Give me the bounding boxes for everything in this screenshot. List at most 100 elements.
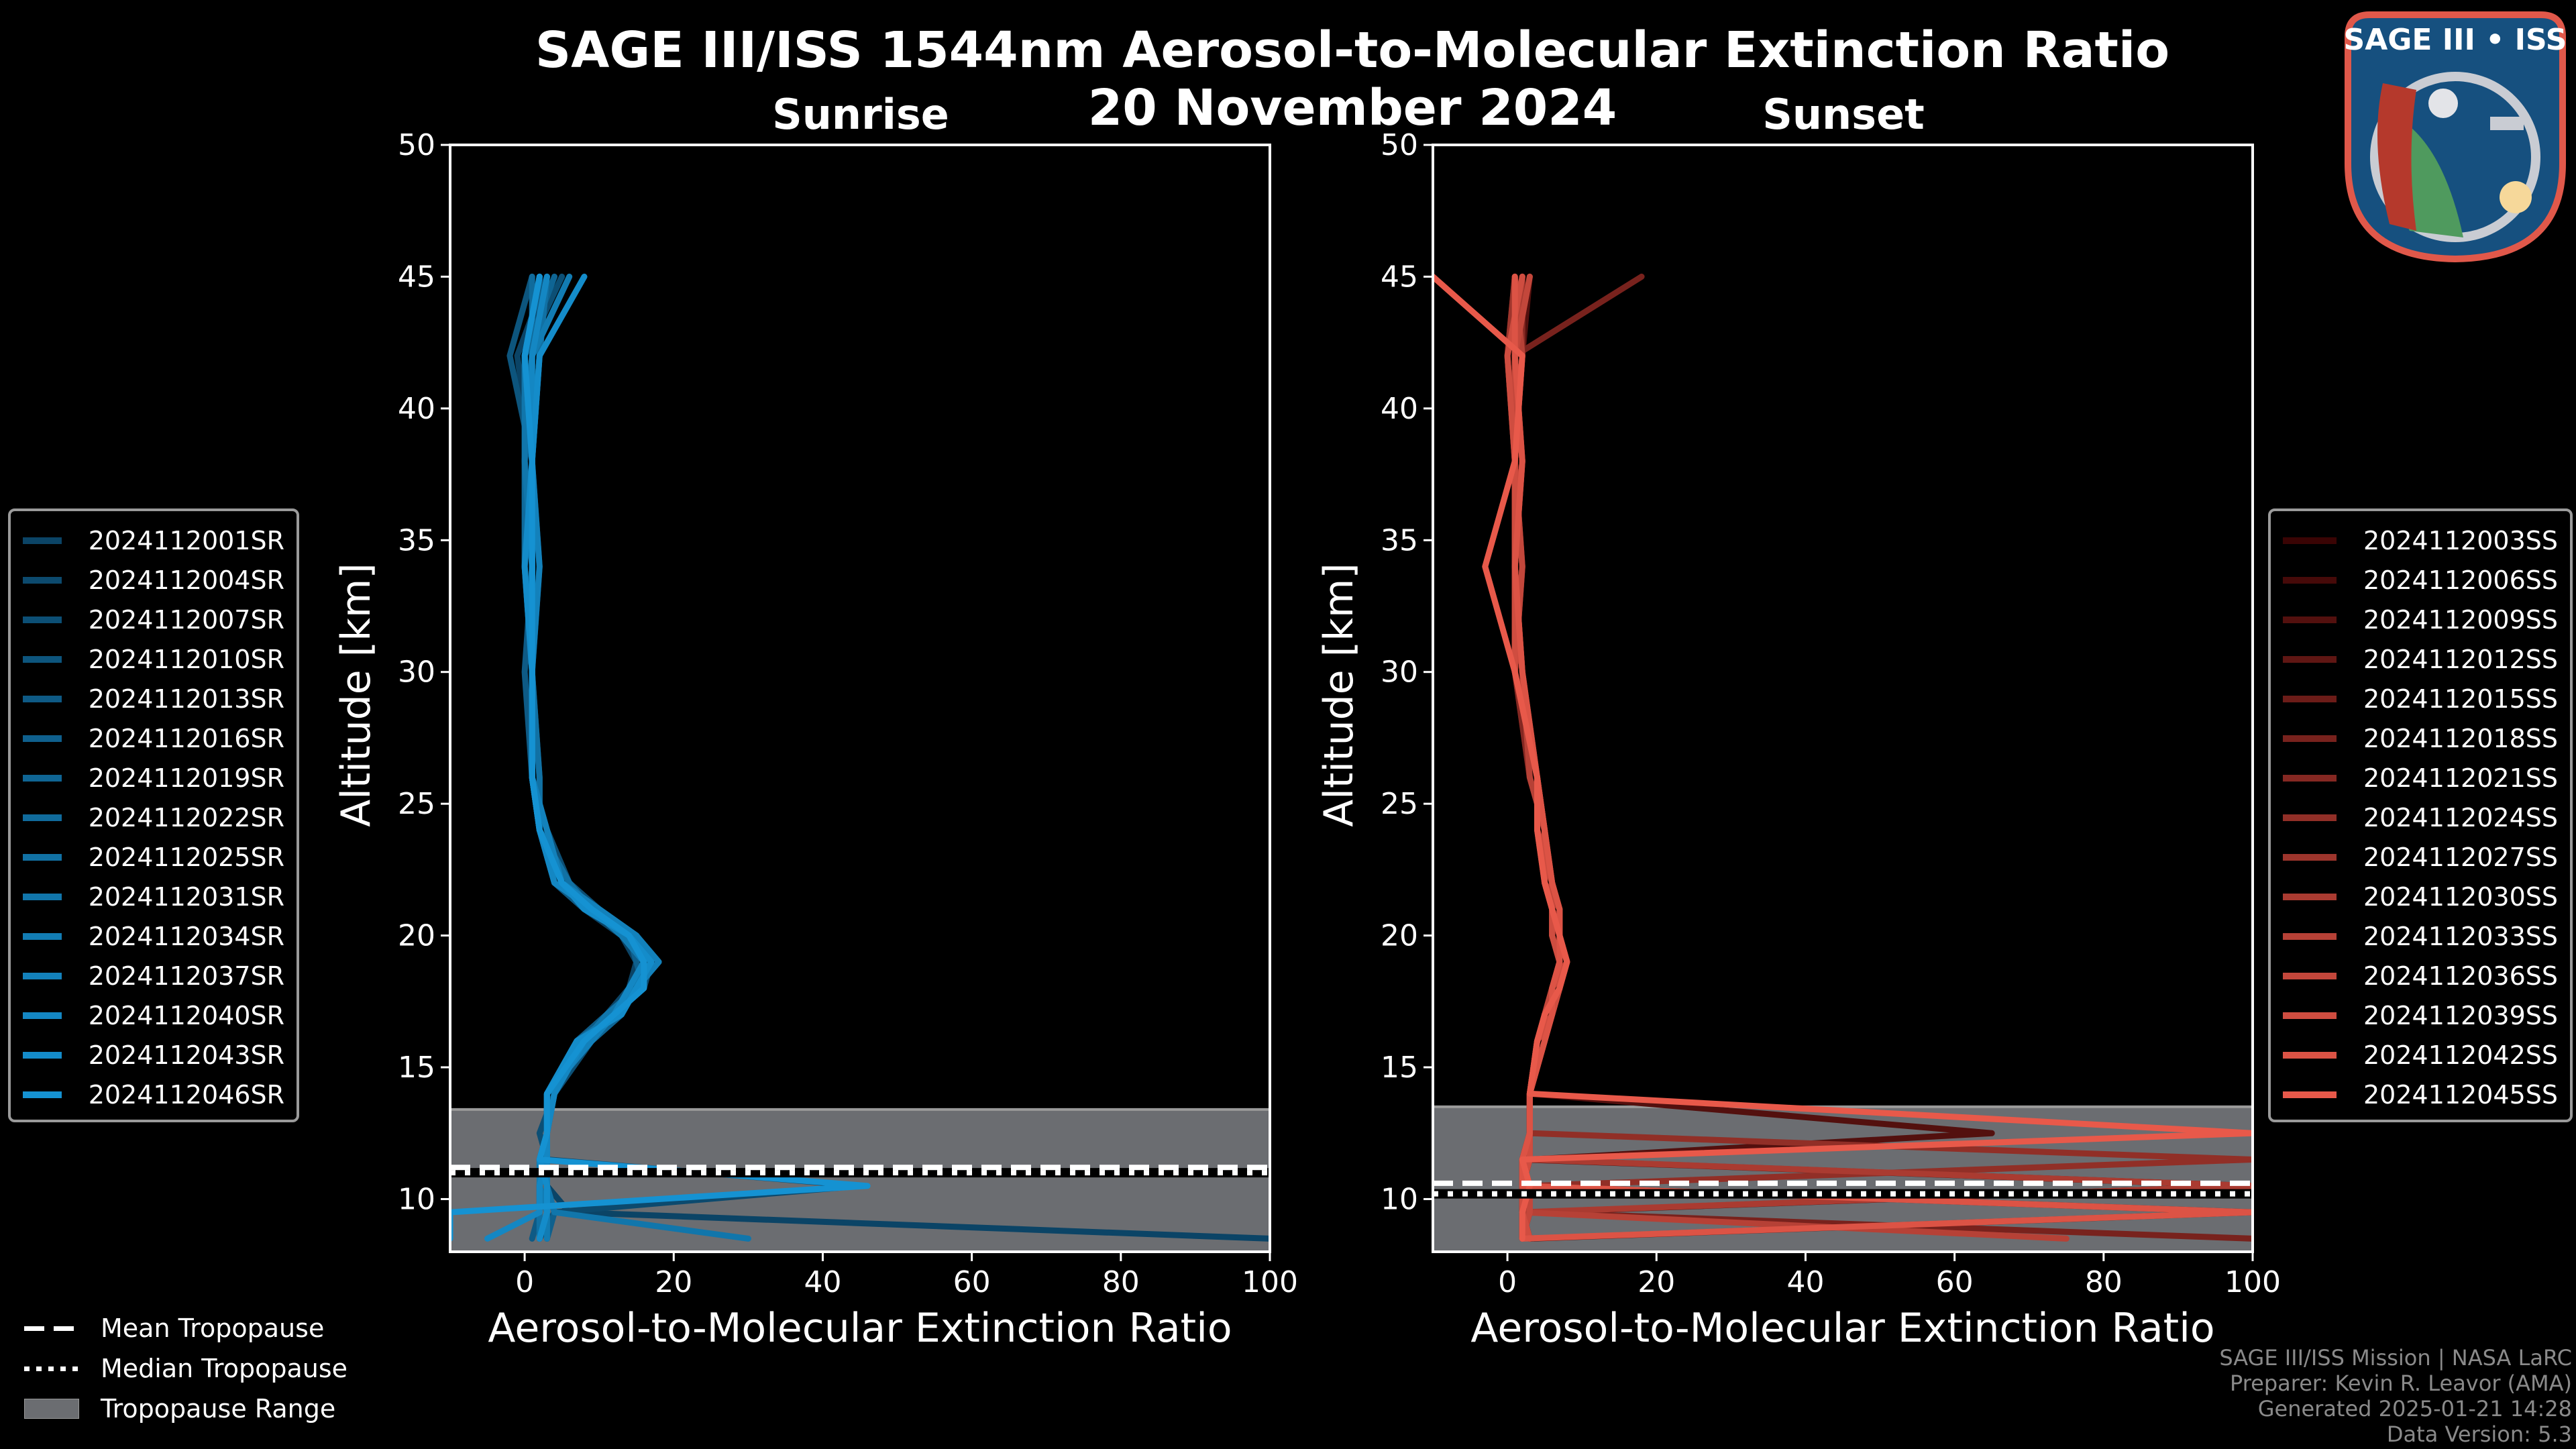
footer-preparer: Preparer: Kevin R. Leavor (AMA) [2229, 1371, 2572, 1396]
legend-label: 2024112022SR [88, 802, 284, 833]
sunset-panel-title: Sunset [1762, 90, 1925, 139]
legend-item: 2024112010SR [23, 639, 284, 679]
legend-item: 2024112030SS [2283, 877, 2558, 916]
profile-line-2024112045SS [1433, 273, 2253, 1242]
profiles [1433, 273, 2253, 1242]
y-tick-label: 35 [1381, 523, 1418, 557]
legend-label: 2024112043SR [88, 1040, 284, 1070]
x-tick-label: 100 [2224, 1265, 2281, 1299]
x-tick-label: 60 [1936, 1265, 1974, 1299]
footer-data-version: Data Version: 5.3 [2386, 1421, 2572, 1447]
y-axis-label: Altitude [km] [333, 563, 380, 827]
legend-label: 2024112040SR [88, 1000, 284, 1030]
legend-label: 2024112036SS [2363, 961, 2558, 991]
y-tick-label: 25 [398, 787, 435, 821]
legend-item: 2024112004SR [23, 560, 284, 600]
legend-item: 2024112031SR [23, 877, 284, 916]
legend-line-swatch [23, 655, 62, 663]
legend-item: 2024112013SR [23, 679, 284, 718]
x-tick-label: 40 [804, 1265, 841, 1299]
plot-area [450, 145, 1270, 1252]
legend-item: 2024112039SS [2283, 996, 2558, 1035]
legend-item: 2024112015SS [2283, 679, 2558, 718]
legend-tropopause-range: Tropopause Range [24, 1389, 347, 1429]
legend-line-swatch [2283, 576, 2337, 584]
legend-line-swatch [23, 972, 62, 979]
legend-line-swatch [23, 893, 62, 900]
y-tick-label: 20 [1381, 919, 1418, 953]
legend-line-swatch [23, 1012, 62, 1019]
legend-item: 2024112009SS [2283, 600, 2558, 639]
median-tropopause-label: Median Tropopause [101, 1354, 347, 1383]
logo-text: SAGE III • ISS [2344, 23, 2567, 57]
legend-line-swatch [2283, 853, 2337, 861]
legend-line-swatch [2283, 735, 2337, 742]
legend-item: 2024112021SS [2283, 758, 2558, 798]
legend-label: 2024112042SS [2363, 1040, 2558, 1070]
tropopause-range-band [450, 1109, 1270, 1252]
legend-label: 2024112025SR [88, 842, 284, 872]
profiles [450, 273, 1270, 1242]
legend-line-swatch [2283, 774, 2337, 782]
figure-title: SAGE III/ISS 1544nm Aerosol-to-Molecular… [535, 21, 2170, 79]
legend-label: 2024112019SR [88, 763, 284, 793]
gray-patch-icon [24, 1399, 79, 1419]
y-tick-label: 30 [1381, 655, 1418, 690]
legend-line-swatch [2283, 655, 2337, 663]
legend-line-swatch [2283, 695, 2337, 702]
legend-line-swatch [2283, 1091, 2337, 1098]
legend-line-swatch [2283, 932, 2337, 940]
legend-line-swatch [23, 1051, 62, 1059]
profile-line-2024112046SR [450, 273, 871, 1242]
legend-line-swatch [2283, 1012, 2337, 1019]
figure-date: 20 November 2024 [1087, 79, 1617, 137]
x-tick-label: 100 [1242, 1265, 1298, 1299]
legend-line-swatch [23, 537, 62, 544]
legend-mean-tropopause: Mean Tropopause [24, 1308, 347, 1348]
legend-item: 2024112025SR [23, 837, 284, 877]
x-tick-label: 80 [2085, 1265, 2123, 1299]
y-tick-label: 40 [398, 392, 435, 426]
legend-label: 2024112045SS [2363, 1079, 2558, 1110]
footer-credits: SAGE III/ISS Mission | NASA LaRC Prepare… [2219, 1345, 2572, 1447]
sunset-legend: 2024112003SS 2024112006SS 2024112009SS 2024… [2268, 508, 2573, 1122]
legend-label: 2024112024SS [2363, 802, 2558, 833]
legend-line-swatch [2283, 537, 2337, 544]
plot-area [1433, 145, 2253, 1252]
legend-label: 2024112007SR [88, 604, 284, 635]
legend-label: 2024112034SR [88, 921, 284, 951]
x-tick-label: 80 [1102, 1265, 1140, 1299]
legend-line-swatch [23, 1091, 62, 1098]
y-tick-label: 50 [1381, 128, 1418, 162]
axes-frame [449, 144, 1271, 1253]
legend-item: 2024112037SR [23, 956, 284, 996]
legend-item: 2024112046SR [23, 1075, 284, 1114]
x-tick-label: 0 [1498, 1265, 1517, 1299]
legend-item: 2024112006SS [2283, 560, 2558, 600]
legend-label: 2024112021SS [2363, 763, 2558, 793]
x-axis-label: Aerosol-to-Molecular Extinction Ratio [1470, 1305, 2214, 1352]
y-tick-label: 50 [398, 128, 435, 162]
legend-item: 2024112033SS [2283, 916, 2558, 956]
axes-frame [1432, 144, 2254, 1253]
legend-item: 2024112040SR [23, 996, 284, 1035]
legend-median-tropopause: Median Tropopause [24, 1348, 347, 1389]
legend-item: 2024112043SR [23, 1035, 284, 1075]
legend-label: 2024112013SR [88, 684, 284, 714]
legend-item: 2024112027SS [2283, 837, 2558, 877]
y-tick-label: 40 [1381, 392, 1418, 426]
dotted-line-icon [24, 1358, 79, 1379]
legend-item: 2024112045SS [2283, 1075, 2558, 1114]
legend-label: 2024112018SS [2363, 723, 2558, 753]
tropopause-range-label: Tropopause Range [101, 1394, 336, 1424]
legend-label: 2024112009SS [2363, 604, 2558, 635]
legend-label: 2024112016SR [88, 723, 284, 753]
legend-label: 2024112004SR [88, 565, 284, 595]
legend-item: 2024112016SR [23, 718, 284, 758]
y-tick-label: 25 [1381, 787, 1418, 821]
legend-item: 2024112034SR [23, 916, 284, 956]
mean-tropopause-label: Mean Tropopause [101, 1313, 325, 1343]
legend-line-swatch [2283, 1051, 2337, 1059]
